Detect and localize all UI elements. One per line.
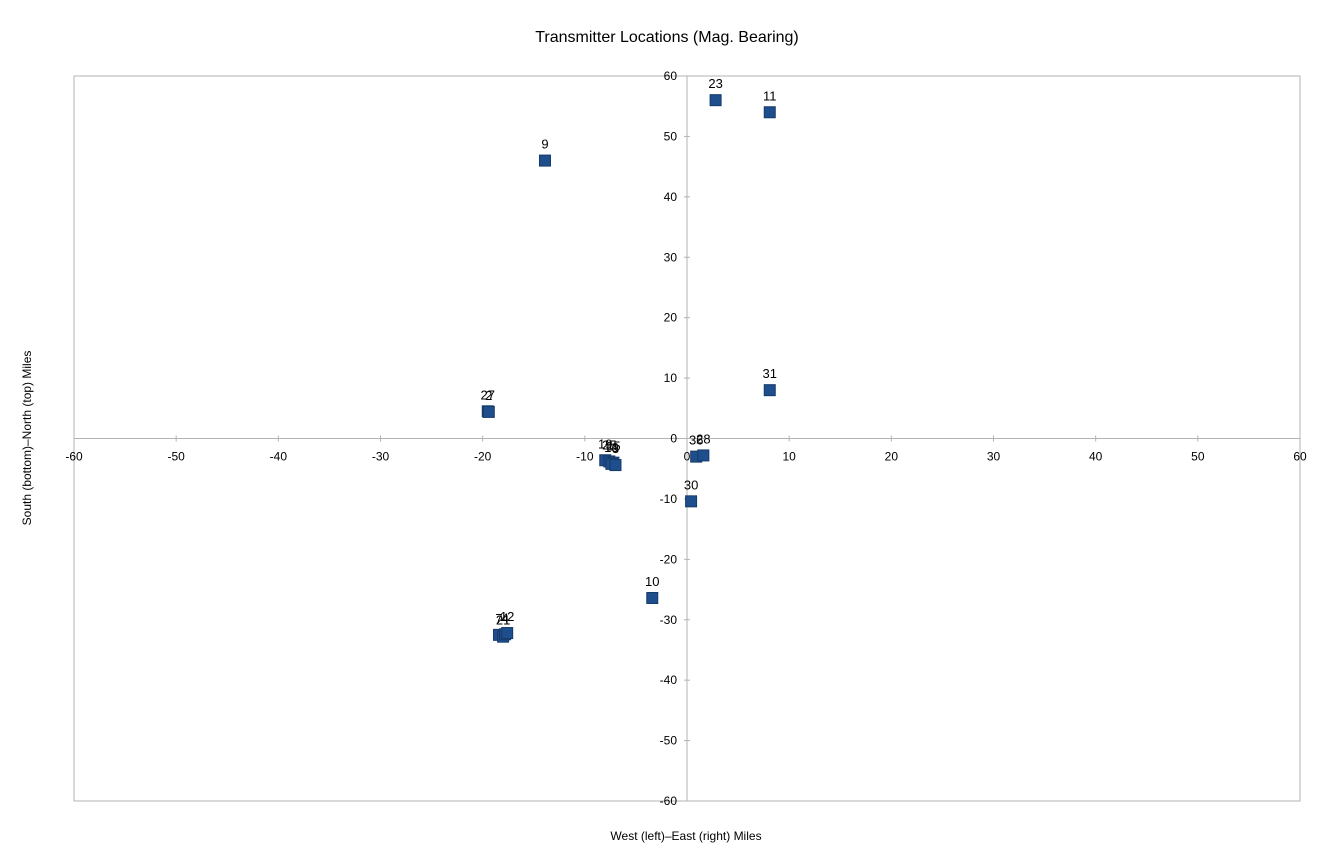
x-tick-label: 10	[782, 450, 796, 464]
y-tick-label: 10	[664, 371, 678, 385]
point-label-27: 27	[481, 387, 495, 402]
point-label-28: 28	[696, 431, 710, 446]
data-point-12	[501, 627, 514, 640]
x-tick-label: 60	[1293, 450, 1307, 464]
y-tick-label: -50	[660, 734, 678, 748]
y-tick-label: -60	[660, 794, 678, 808]
point-label-12: 12	[500, 609, 514, 624]
x-tick-labels: -60 -50 -40 -30 -20 -10 0 10 20 30 40 50 60	[65, 435, 1307, 464]
point-label-21: 21	[496, 613, 510, 628]
data-point-23	[709, 94, 722, 107]
y-tick-label: 40	[664, 190, 678, 204]
x-tick-label: -40	[270, 450, 288, 464]
y-tick-label: -30	[660, 613, 678, 627]
point-label-7: 7	[495, 611, 502, 626]
y-tick-label: -10	[660, 492, 678, 506]
x-tick-label: -30	[372, 450, 390, 464]
data-point-9	[538, 154, 551, 167]
point-label-23: 23	[708, 76, 722, 91]
y-tick-label: 0	[670, 432, 677, 446]
point-label-16: 16	[604, 440, 618, 455]
x-tick-label: 20	[885, 450, 899, 464]
point-label-25: 25	[602, 437, 616, 452]
y-tick-label: -20	[660, 552, 678, 566]
chart-title: Transmitter Locations (Mag. Bearing)	[535, 29, 799, 46]
x-tick-label: 0	[684, 450, 691, 464]
point-label-4: 4	[502, 610, 509, 625]
point-label-11: 11	[763, 88, 777, 103]
y-tick-label: 50	[664, 129, 678, 143]
y-tick-label: 30	[664, 250, 678, 264]
point-label-19: 19	[598, 436, 612, 451]
y-tick-labels: 60 50 40 30 20 10 0 -10 -20 -30 -40 -50 -60	[660, 69, 690, 808]
y-axis-label: South (bottom)–North (top) Miles	[20, 351, 34, 526]
data-point-31	[763, 384, 776, 397]
y-tick-label: 20	[664, 311, 678, 325]
y-tick-label: 60	[664, 69, 678, 83]
point-label-3: 3	[612, 441, 619, 456]
point-label-15: 15	[606, 439, 620, 454]
point-label-9: 9	[541, 137, 548, 152]
data-point-28	[697, 449, 710, 462]
data-points	[481, 94, 776, 643]
data-point-11	[763, 106, 776, 119]
data-point-3	[609, 459, 622, 472]
x-tick-label: 40	[1089, 450, 1103, 464]
x-tick-label: -20	[474, 450, 492, 464]
point-label-10: 10	[645, 574, 659, 589]
y-tick-label: -40	[660, 673, 678, 687]
x-tick-label: -50	[167, 450, 185, 464]
point-label-36: 36	[689, 433, 703, 448]
point-label-31: 31	[763, 366, 777, 381]
point-label-2: 2	[485, 388, 492, 403]
x-tick-label: -10	[576, 450, 594, 464]
point-label-30: 30	[684, 477, 698, 492]
x-tick-label: 50	[1191, 450, 1205, 464]
data-point-30	[685, 495, 698, 508]
x-axis-label: West (left)–East (right) Miles	[610, 829, 761, 843]
data-point-10	[646, 592, 659, 604]
data-point-2	[482, 405, 495, 418]
x-tick-label: 30	[987, 450, 1001, 464]
x-tick-label: -60	[65, 450, 83, 464]
